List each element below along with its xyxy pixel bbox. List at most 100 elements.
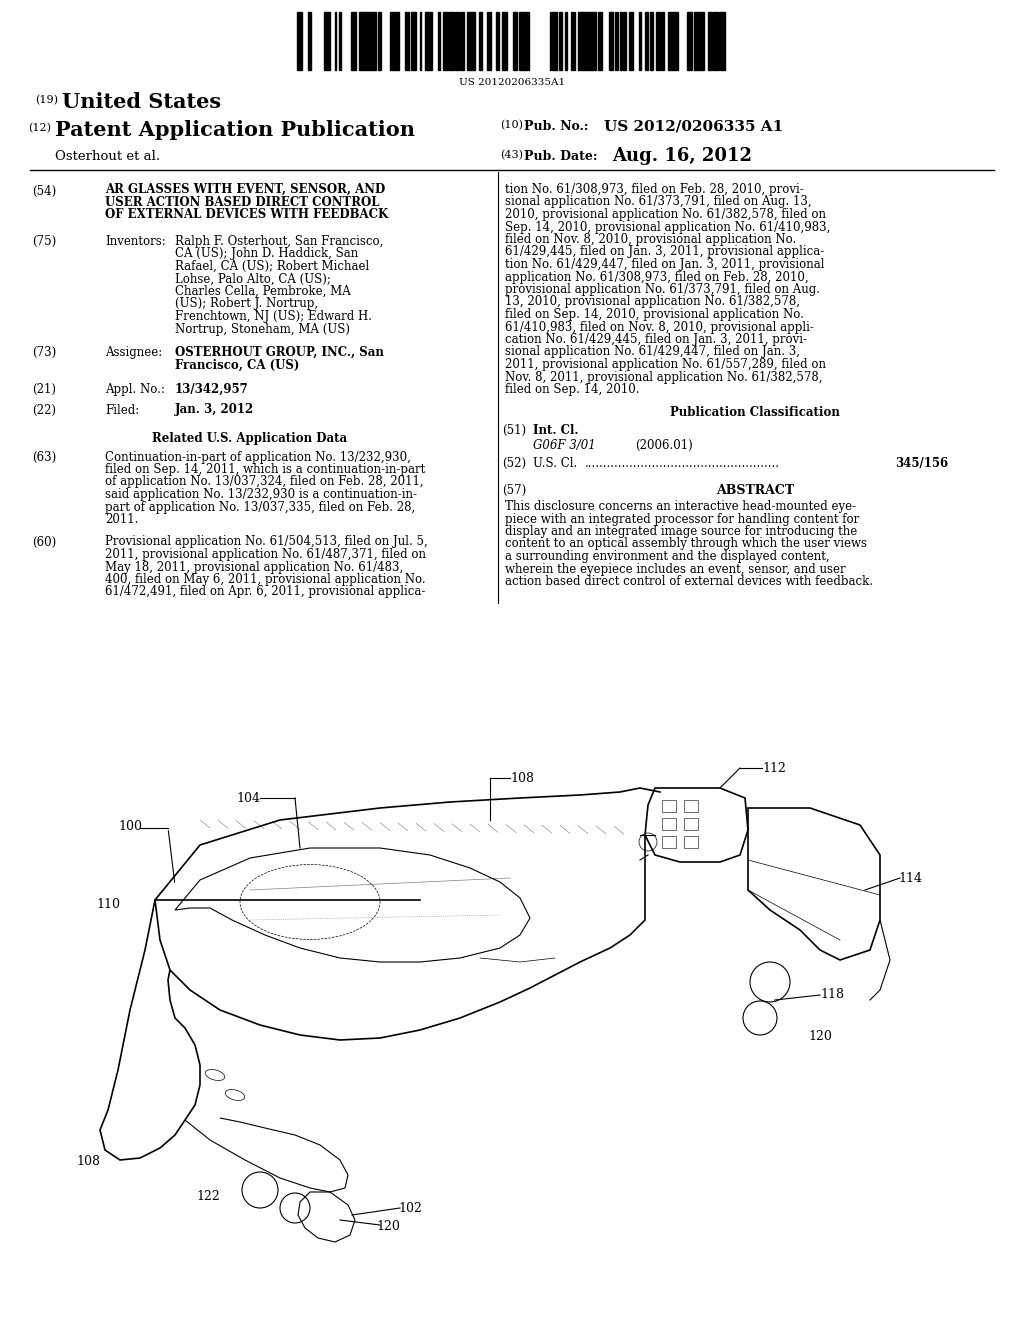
Text: USER ACTION BASED DIRECT CONTROL: USER ACTION BASED DIRECT CONTROL [105, 195, 380, 209]
Bar [364, 12, 367, 70]
Bar [662, 836, 676, 847]
Bar [480, 12, 482, 70]
Bar [684, 818, 698, 830]
Text: Pub. Date:: Pub. Date: [524, 150, 597, 162]
Text: content to an optical assembly through which the user views: content to an optical assembly through w… [505, 537, 867, 550]
Text: 104: 104 [236, 792, 260, 805]
Text: sional application No. 61/373,791, filed on Aug. 13,: sional application No. 61/373,791, filed… [505, 195, 812, 209]
Text: Patent Application Publication: Patent Application Publication [55, 120, 415, 140]
Bar [411, 12, 414, 70]
Text: US 2012/0206335 A1: US 2012/0206335 A1 [604, 120, 783, 135]
Text: Inventors:: Inventors: [105, 235, 166, 248]
Text: US 20120206335A1: US 20120206335A1 [459, 78, 565, 87]
Bar [668, 12, 670, 70]
Bar [378, 12, 381, 70]
Text: 110: 110 [96, 898, 120, 911]
Bar [684, 800, 698, 812]
Bar [362, 12, 364, 70]
Bar [713, 12, 715, 70]
Bar [354, 12, 356, 70]
Text: cation No. 61/429,445, filed on Jan. 3, 2011, provi-: cation No. 61/429,445, filed on Jan. 3, … [505, 333, 807, 346]
Bar [438, 12, 440, 70]
Text: 2011, provisional application No. 61/557,289, filed on: 2011, provisional application No. 61/557… [505, 358, 826, 371]
Text: Frenchtown, NJ (US); Edward H.: Frenchtown, NJ (US); Edward H. [175, 310, 372, 323]
Text: 61/429,445, filed on Jan. 3, 2011, provisional applica-: 61/429,445, filed on Jan. 3, 2011, provi… [505, 246, 824, 259]
Text: 120: 120 [376, 1220, 400, 1233]
Text: application No. 61/308,973, filed on Feb. 28, 2010,: application No. 61/308,973, filed on Feb… [505, 271, 809, 284]
Bar [553, 12, 557, 70]
Bar [428, 12, 432, 70]
Text: OF EXTERNAL DEVICES WITH FEEDBACK: OF EXTERNAL DEVICES WITH FEEDBACK [105, 209, 388, 220]
Text: 108: 108 [510, 772, 534, 785]
Text: (US); Robert J. Nortrup,: (US); Robert J. Nortrup, [175, 297, 318, 310]
Text: Nortrup, Stoneham, MA (US): Nortrup, Stoneham, MA (US) [175, 322, 350, 335]
Bar [623, 12, 626, 70]
Text: 13, 2010, provisional application No. 61/382,578,: 13, 2010, provisional application No. 61… [505, 296, 800, 309]
Text: Sep. 14, 2010, provisional application No. 61/410,983,: Sep. 14, 2010, provisional application N… [505, 220, 830, 234]
Bar [443, 12, 446, 70]
Text: (73): (73) [32, 346, 56, 359]
Text: Publication Classification: Publication Classification [670, 405, 840, 418]
Bar [467, 12, 471, 70]
Bar [587, 12, 591, 70]
Text: (63): (63) [32, 450, 56, 463]
Text: Provisional application No. 61/504,513, filed on Jul. 5,: Provisional application No. 61/504,513, … [105, 536, 428, 549]
Bar [708, 12, 712, 70]
Bar [684, 836, 698, 847]
Text: United States: United States [62, 92, 221, 112]
Text: Filed:: Filed: [105, 404, 139, 417]
Bar [722, 12, 725, 70]
Bar [598, 12, 602, 70]
Text: Aug. 16, 2012: Aug. 16, 2012 [612, 147, 752, 165]
Text: 102: 102 [398, 1203, 422, 1214]
Bar [471, 12, 475, 70]
Text: (51): (51) [502, 424, 526, 437]
Text: (75): (75) [32, 235, 56, 248]
Text: said application No. 13/232,930 is a continuation-in-: said application No. 13/232,930 is a con… [105, 488, 417, 502]
Text: provisional application No. 61/373,791, filed on Aug.: provisional application No. 61/373,791, … [505, 282, 820, 296]
Text: Lohse, Palo Alto, CA (US);: Lohse, Palo Alto, CA (US); [175, 272, 331, 285]
Text: U.S. Cl.: U.S. Cl. [534, 457, 578, 470]
Text: (10): (10) [500, 120, 523, 131]
Text: filed on Sep. 14, 2010.: filed on Sep. 14, 2010. [505, 383, 640, 396]
Text: Appl. No.:: Appl. No.: [105, 383, 165, 396]
Bar [639, 12, 641, 70]
Text: 61/410,983, filed on Nov. 8, 2010, provisional appli-: 61/410,983, filed on Nov. 8, 2010, provi… [505, 321, 814, 334]
Text: tion No. 61/308,973, filed on Feb. 28, 2010, provi-: tion No. 61/308,973, filed on Feb. 28, 2… [505, 183, 804, 195]
Text: This disclosure concerns an interactive head-mounted eye-: This disclosure concerns an interactive … [505, 500, 856, 513]
Text: tion No. 61/429,447, filed on Jan. 3, 2011, provisional: tion No. 61/429,447, filed on Jan. 3, 20… [505, 257, 824, 271]
Bar [662, 12, 664, 70]
Text: 400, filed on May 6, 2011, provisional application No.: 400, filed on May 6, 2011, provisional a… [105, 573, 426, 586]
Bar [514, 12, 517, 70]
Text: (21): (21) [32, 383, 56, 396]
Bar [425, 12, 427, 70]
Bar [565, 12, 567, 70]
Bar [519, 12, 523, 70]
Bar [324, 12, 326, 70]
Bar [651, 12, 653, 70]
Text: Pub. No.:: Pub. No.: [524, 120, 589, 133]
Text: (54): (54) [32, 185, 56, 198]
Bar [630, 12, 633, 70]
Text: (22): (22) [32, 404, 56, 417]
Bar [394, 12, 398, 70]
Text: Assignee:: Assignee: [105, 346, 162, 359]
Text: display and an integrated image source for introducing the: display and an integrated image source f… [505, 525, 857, 539]
Text: 345/156: 345/156 [895, 457, 948, 470]
Bar [662, 818, 676, 830]
Text: filed on Sep. 14, 2011, which is a continuation-in-part: filed on Sep. 14, 2011, which is a conti… [105, 463, 425, 477]
Bar [670, 12, 674, 70]
Bar [715, 12, 717, 70]
Text: (2006.01): (2006.01) [635, 438, 693, 451]
Bar [523, 12, 527, 70]
Bar [449, 12, 450, 70]
Bar [298, 12, 302, 70]
Bar [496, 12, 499, 70]
Text: CA (US); John D. Haddick, San: CA (US); John D. Haddick, San [175, 248, 358, 260]
Text: 108: 108 [76, 1155, 100, 1168]
Text: (12): (12) [28, 123, 51, 133]
Bar [339, 12, 341, 70]
Text: sional application No. 61/429,447, filed on Jan. 3,: sional application No. 61/429,447, filed… [505, 346, 800, 359]
Bar [609, 12, 612, 70]
Text: filed on Sep. 14, 2010, provisional application No.: filed on Sep. 14, 2010, provisional appl… [505, 308, 804, 321]
